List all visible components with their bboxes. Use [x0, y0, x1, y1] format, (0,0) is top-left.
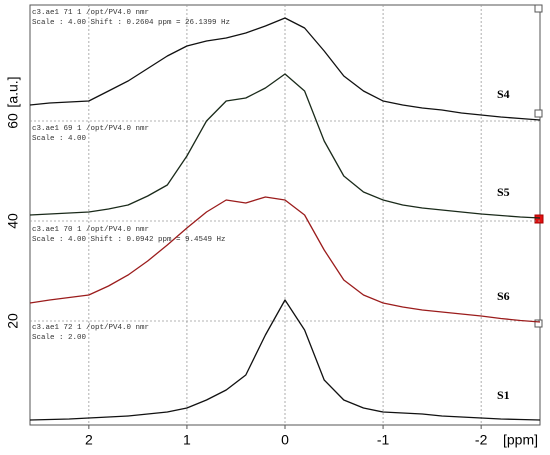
- annotation: c3.ae1 71 1 /opt/PV4.0 nmr: [32, 9, 149, 17]
- y-tick-label: 60: [5, 113, 21, 129]
- y-tick-label: 20: [5, 313, 21, 329]
- x-tick-label: 2: [85, 432, 93, 448]
- series-label: S5: [497, 185, 510, 199]
- series-label: S1: [497, 388, 510, 402]
- annotation: Scale : 2.00: [32, 334, 87, 342]
- annotation: Scale : 4.00 Shift : 0.0942 ppm = 9.4549…: [32, 236, 226, 244]
- annotation: Scale : 4.00: [32, 135, 87, 143]
- x-tick-label: 1: [183, 432, 191, 448]
- marker-square: [534, 214, 544, 224]
- x-tick-label: 0: [281, 432, 289, 448]
- y-axis-label: [a.u.]: [5, 76, 21, 107]
- marker-square: [534, 319, 543, 328]
- x-tick-label: -2: [475, 432, 488, 448]
- spectrum-line: [29, 299, 541, 421]
- spectrum-line: [29, 17, 541, 121]
- annotation: Scale : 4.00 Shift : 0.2604 ppm = 26.139…: [32, 19, 230, 27]
- y-tick-label: 40: [5, 213, 21, 229]
- spectrum-line: [29, 73, 541, 219]
- series-label: S6: [497, 289, 510, 303]
- marker-square: [534, 109, 543, 118]
- series-label: S4: [497, 87, 510, 101]
- spectrum-line: [29, 196, 541, 323]
- marker-square: [534, 4, 543, 13]
- annotation: c3.ae1 72 1 /opt/PV4.0 nmr: [32, 324, 149, 332]
- x-axis-label: [ppm]: [503, 432, 538, 448]
- annotation: c3.ae1 70 1 /opt/PV4.0 nmr: [32, 226, 149, 234]
- annotation: c3.ae1 69 1 /opt/PV4.0 nmr: [32, 125, 149, 133]
- x-tick-label: -1: [377, 432, 390, 448]
